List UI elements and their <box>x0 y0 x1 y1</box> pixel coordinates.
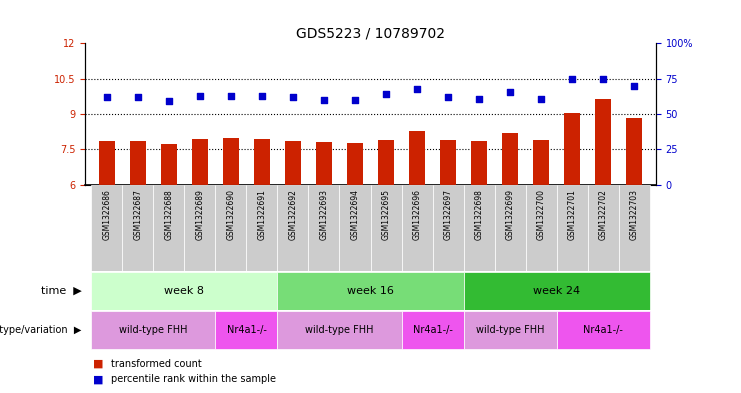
Point <box>380 91 392 97</box>
Bar <box>247 185 277 271</box>
Bar <box>223 138 239 185</box>
Bar <box>254 139 270 185</box>
Text: wild-type FHH: wild-type FHH <box>305 325 373 335</box>
Text: week 24: week 24 <box>533 286 580 296</box>
Text: GSM1322693: GSM1322693 <box>319 189 328 240</box>
Text: GSM1322687: GSM1322687 <box>133 189 142 240</box>
Point <box>101 94 113 100</box>
Bar <box>277 272 464 310</box>
Bar <box>192 139 207 185</box>
Point <box>194 92 206 99</box>
Bar <box>277 311 402 349</box>
Bar <box>308 185 339 271</box>
Bar <box>277 185 308 271</box>
Point <box>132 94 144 100</box>
Bar <box>316 142 332 185</box>
Text: percentile rank within the sample: percentile rank within the sample <box>111 374 276 384</box>
Text: GSM1322688: GSM1322688 <box>165 189 173 240</box>
Bar <box>91 272 277 310</box>
Text: GSM1322701: GSM1322701 <box>568 189 576 240</box>
Point <box>442 94 454 100</box>
Text: time  ▶: time ▶ <box>41 286 82 296</box>
Bar <box>91 185 122 271</box>
Point <box>473 96 485 103</box>
Bar <box>130 141 146 185</box>
Bar <box>339 185 370 271</box>
Bar <box>556 185 588 271</box>
Title: GDS5223 / 10789702: GDS5223 / 10789702 <box>296 27 445 40</box>
Text: week 16: week 16 <box>347 286 394 296</box>
Bar <box>409 131 425 185</box>
Point <box>504 89 516 95</box>
Bar <box>378 140 393 185</box>
Bar <box>433 185 464 271</box>
Text: GSM1322703: GSM1322703 <box>630 189 639 240</box>
Text: wild-type FHH: wild-type FHH <box>119 325 187 335</box>
Point <box>318 97 330 103</box>
Text: GSM1322690: GSM1322690 <box>227 189 236 240</box>
Bar <box>534 140 549 185</box>
Text: GSM1322689: GSM1322689 <box>196 189 205 240</box>
Bar <box>91 311 216 349</box>
Text: wild-type FHH: wild-type FHH <box>476 325 545 335</box>
Point <box>411 85 423 92</box>
Bar <box>464 185 494 271</box>
Point <box>628 83 640 89</box>
Bar <box>216 311 277 349</box>
Text: genotype/variation  ▶: genotype/variation ▶ <box>0 325 82 335</box>
Text: GSM1322697: GSM1322697 <box>444 189 453 240</box>
Bar <box>348 143 363 185</box>
Text: ■: ■ <box>93 358 103 369</box>
Text: GSM1322700: GSM1322700 <box>536 189 545 240</box>
Bar <box>122 185 153 271</box>
Point <box>287 94 299 100</box>
Bar <box>370 185 402 271</box>
Text: GSM1322692: GSM1322692 <box>288 189 297 240</box>
Bar <box>440 140 456 185</box>
Bar <box>402 311 464 349</box>
Point <box>163 98 175 104</box>
Bar <box>494 185 525 271</box>
Text: GSM1322686: GSM1322686 <box>102 189 111 240</box>
Text: ■: ■ <box>93 374 103 384</box>
Point <box>597 75 609 82</box>
Bar <box>216 185 247 271</box>
Point <box>566 75 578 82</box>
Point <box>535 96 547 103</box>
Text: GSM1322691: GSM1322691 <box>257 189 267 240</box>
Bar <box>185 185 216 271</box>
Text: week 8: week 8 <box>165 286 205 296</box>
Text: GSM1322696: GSM1322696 <box>413 189 422 240</box>
Bar <box>588 185 619 271</box>
Bar <box>626 118 642 185</box>
Bar <box>556 311 650 349</box>
Text: Nr4a1-/-: Nr4a1-/- <box>583 325 623 335</box>
Text: GSM1322699: GSM1322699 <box>505 189 514 240</box>
Text: GSM1322694: GSM1322694 <box>350 189 359 240</box>
Point <box>256 92 268 99</box>
Bar <box>162 144 176 185</box>
Bar <box>471 141 487 185</box>
Text: GSM1322702: GSM1322702 <box>599 189 608 240</box>
Bar <box>525 185 556 271</box>
Bar <box>402 185 433 271</box>
Point <box>225 92 237 99</box>
Text: Nr4a1-/-: Nr4a1-/- <box>227 325 267 335</box>
Bar <box>565 113 579 185</box>
Text: transformed count: transformed count <box>111 358 202 369</box>
Text: GSM1322695: GSM1322695 <box>382 189 391 240</box>
Bar <box>595 99 611 185</box>
Bar <box>153 185 185 271</box>
Bar <box>285 141 301 185</box>
Bar <box>502 133 518 185</box>
Bar <box>619 185 650 271</box>
Text: GSM1322698: GSM1322698 <box>474 189 484 240</box>
Bar <box>464 311 556 349</box>
Bar <box>464 272 650 310</box>
Bar <box>99 141 115 185</box>
Text: Nr4a1-/-: Nr4a1-/- <box>413 325 453 335</box>
Point <box>349 97 361 103</box>
